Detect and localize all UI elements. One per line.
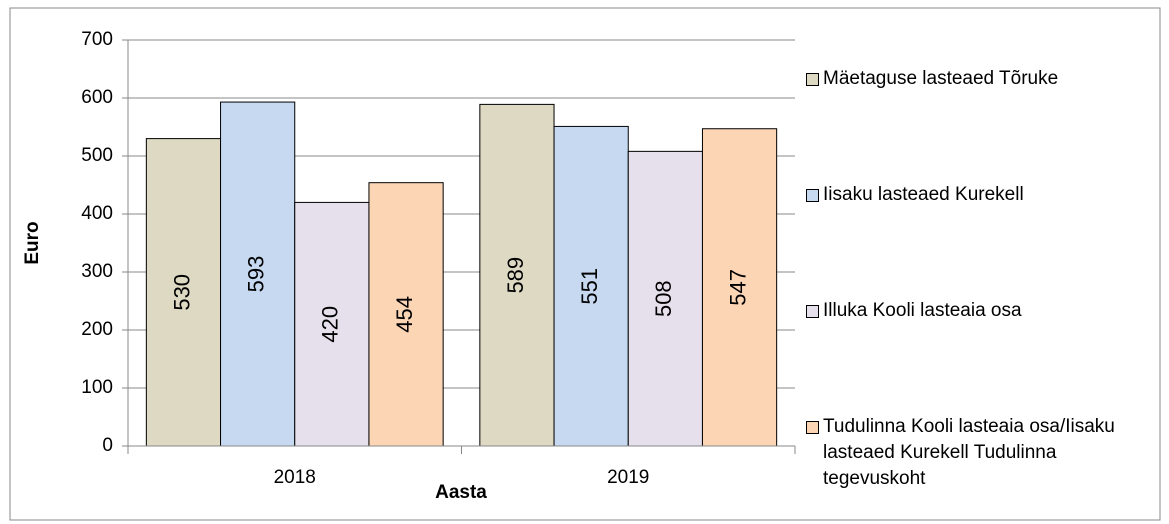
y-axis-title: Euro xyxy=(22,221,43,264)
x-tick-label: 2019 xyxy=(607,467,649,488)
data-label: 589 xyxy=(503,257,528,294)
y-tick-label: 500 xyxy=(81,145,113,166)
legend-item: Iisaku lasteaed Kurekell xyxy=(806,182,1156,208)
data-label: 547 xyxy=(725,269,750,306)
legend-swatch xyxy=(806,189,819,202)
legend-item: Tudulinna Kooli lasteaia osa/Iisaku last… xyxy=(806,414,1156,492)
y-tick-label: 100 xyxy=(81,377,113,398)
data-label: 454 xyxy=(392,296,417,333)
legend-swatch xyxy=(806,73,819,86)
bar xyxy=(368,182,444,447)
data-label: 420 xyxy=(318,306,343,343)
y-tick-label: 600 xyxy=(81,87,113,108)
legend-label: Mäetaguse lasteaed Tõruke xyxy=(823,68,1059,89)
legend-label: Iisaku lasteaed Kurekell xyxy=(823,184,1024,205)
legend-swatch xyxy=(806,421,819,434)
x-tick-label: 2018 xyxy=(274,467,316,488)
bar xyxy=(479,103,555,447)
legend-item: Mäetaguse lasteaed Tõruke xyxy=(806,66,1156,92)
legend-item: Illuka Kooli lasteaia osa xyxy=(806,298,1156,324)
legend-label: Tudulinna Kooli lasteaia osa/Iisaku last… xyxy=(823,416,1115,489)
chart-frame xyxy=(9,7,1161,521)
y-tick-label: 700 xyxy=(81,29,113,50)
legend-label: Illuka Kooli lasteaia osa xyxy=(823,300,1022,321)
x-axis-title: Aasta xyxy=(435,482,487,503)
data-label: 551 xyxy=(577,268,602,305)
bar xyxy=(553,125,629,447)
legend-swatch xyxy=(806,305,819,318)
bar xyxy=(220,101,296,447)
y-tick-label: 300 xyxy=(81,261,113,282)
data-label: 530 xyxy=(169,274,194,311)
bar xyxy=(145,138,222,447)
data-label: 508 xyxy=(651,280,676,317)
bar xyxy=(701,128,778,447)
y-tick-label: 200 xyxy=(81,319,113,340)
bar xyxy=(294,201,370,447)
data-label: 593 xyxy=(243,256,268,293)
y-tick-label: 400 xyxy=(81,203,113,224)
y-tick-label: 0 xyxy=(102,435,113,456)
